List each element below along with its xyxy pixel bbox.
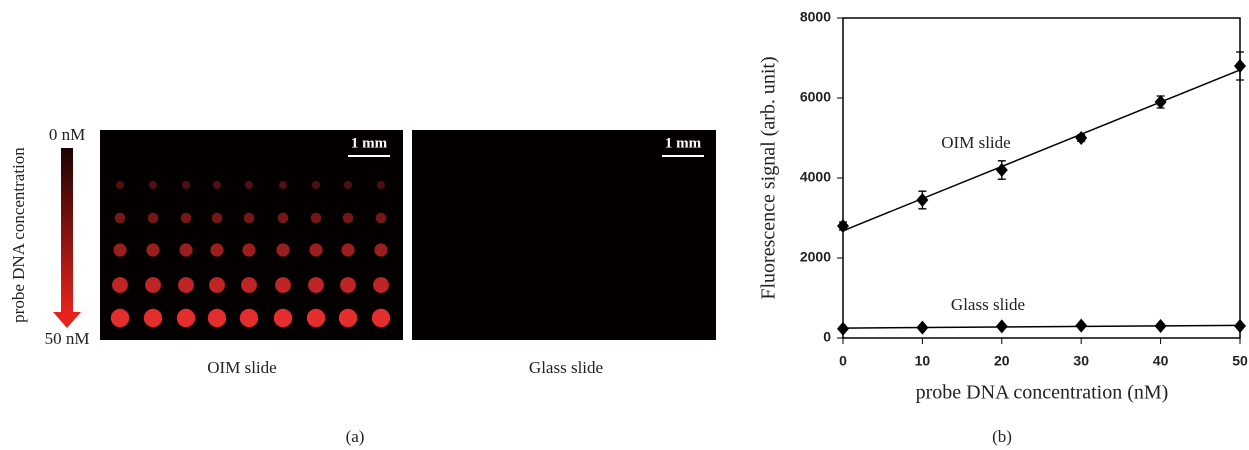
spot	[179, 243, 192, 256]
data-point	[1155, 95, 1167, 109]
data-point	[916, 193, 928, 207]
arrow-head	[53, 312, 81, 328]
spot	[209, 277, 225, 293]
series-label: Glass slide	[951, 295, 1025, 314]
spot	[275, 277, 291, 293]
x-tick-label: 40	[1153, 353, 1169, 369]
spot	[340, 277, 356, 293]
spot	[241, 277, 257, 293]
figure: 0 nM 50 nM probe DNA concentration 1 mm …	[0, 0, 1249, 450]
data-point	[996, 319, 1008, 333]
spot	[177, 309, 195, 327]
spot	[181, 213, 192, 224]
spot	[278, 213, 289, 224]
spot	[148, 213, 159, 224]
x-tick-label: 0	[839, 353, 847, 369]
spot	[276, 243, 289, 256]
axis-label: probe DNA concentration	[9, 147, 28, 323]
spot	[339, 309, 357, 327]
trend-line	[843, 325, 1240, 328]
spot	[145, 277, 161, 293]
spot	[144, 309, 162, 327]
spot	[244, 213, 255, 224]
data-point	[916, 321, 928, 335]
spot	[344, 181, 352, 189]
spot	[308, 277, 324, 293]
x-axis-label: probe DNA concentration (nM)	[916, 382, 1169, 404]
spot	[208, 309, 226, 327]
top-label: 0 nM	[49, 125, 85, 144]
caption: Glass slide	[529, 358, 603, 377]
data-point	[1155, 319, 1167, 333]
spot	[377, 181, 385, 189]
glass-image	[412, 130, 716, 340]
bottom-label: 50 nM	[45, 329, 90, 348]
x-tick-label: 10	[915, 353, 931, 369]
spot	[146, 243, 159, 256]
data-point	[1075, 319, 1087, 333]
spot	[149, 181, 157, 189]
spot	[307, 309, 325, 327]
y-axis-label: Fluorescence signal (arb. unit)	[758, 56, 780, 299]
x-tick-label: 20	[994, 353, 1010, 369]
panel-label: (a)	[346, 427, 365, 446]
spot	[311, 213, 322, 224]
spot	[309, 243, 322, 256]
scale-bar-label: 1 mm	[665, 135, 702, 151]
y-tick-label: 8000	[800, 9, 831, 25]
spot	[112, 277, 128, 293]
scale-bar-label: 1 mm	[351, 135, 388, 151]
x-tick-label: 50	[1232, 353, 1248, 369]
spot	[242, 243, 255, 256]
spot	[312, 181, 320, 189]
data-point	[837, 219, 849, 233]
spot	[343, 213, 354, 224]
spot	[274, 309, 292, 327]
spot	[374, 243, 387, 256]
data-point	[837, 322, 849, 336]
data-point	[1234, 319, 1246, 333]
spot	[240, 309, 258, 327]
trend-line	[843, 70, 1240, 231]
spot	[182, 181, 190, 189]
y-tick-label: 2000	[800, 249, 831, 265]
gradient-arrow	[61, 148, 73, 313]
spot	[115, 213, 126, 224]
spot	[376, 213, 387, 224]
spot	[373, 277, 389, 293]
spot	[111, 309, 129, 327]
spot	[178, 277, 194, 293]
x-tick-label: 30	[1073, 353, 1089, 369]
panel-label: (b)	[992, 427, 1012, 446]
spot	[210, 243, 223, 256]
y-tick-label: 4000	[800, 169, 831, 185]
y-tick-label: 6000	[800, 89, 831, 105]
spot	[113, 243, 126, 256]
spot	[213, 181, 221, 189]
spot	[245, 181, 253, 189]
spot	[279, 181, 287, 189]
spot	[341, 243, 354, 256]
plot-frame	[843, 18, 1240, 338]
oim-image	[100, 130, 403, 340]
y-tick-label: 0	[823, 329, 831, 345]
series-label: OIM slide	[941, 133, 1010, 152]
panel-a: 0 nM 50 nM probe DNA concentration 1 mm …	[9, 125, 716, 446]
spot	[116, 181, 124, 189]
caption: OIM slide	[207, 358, 276, 377]
spot	[212, 213, 223, 224]
spot	[372, 309, 390, 327]
